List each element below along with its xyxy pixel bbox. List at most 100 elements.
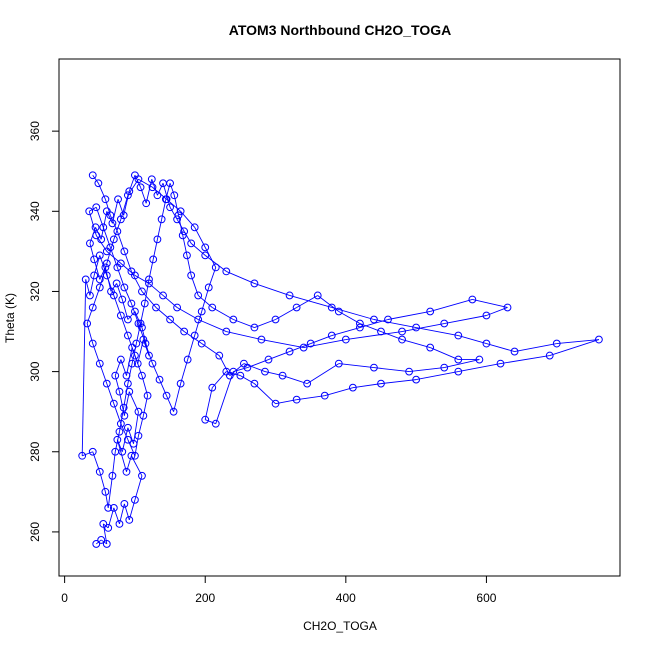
series-segment xyxy=(104,199,111,216)
series-segment xyxy=(373,319,417,328)
series-segment xyxy=(123,383,129,408)
data-point xyxy=(552,339,561,348)
data-point xyxy=(412,375,421,384)
series-segment xyxy=(187,335,196,360)
data-point xyxy=(101,263,110,272)
series-segment xyxy=(194,311,203,336)
data-point xyxy=(134,319,143,328)
data-point xyxy=(545,351,554,360)
data-point xyxy=(131,351,139,360)
data-point xyxy=(155,375,164,384)
data-point xyxy=(133,359,142,368)
data-point xyxy=(125,387,134,396)
data-point xyxy=(183,355,192,364)
series-segment xyxy=(359,319,389,328)
series-segment xyxy=(169,319,185,332)
data-point xyxy=(496,359,505,368)
series-segment xyxy=(472,299,508,308)
series-segment xyxy=(111,199,119,224)
data-point xyxy=(148,183,157,192)
x-tick-label: 400 xyxy=(336,591,356,605)
data-point xyxy=(145,351,153,360)
data-point xyxy=(440,319,449,328)
data-point xyxy=(109,503,118,512)
x-tick-label: 0 xyxy=(61,591,68,605)
series-segment xyxy=(119,407,125,432)
series-segment xyxy=(409,367,445,373)
series-segment xyxy=(458,363,501,373)
data-point xyxy=(147,175,156,184)
data-point xyxy=(123,315,132,324)
data-point xyxy=(128,359,137,368)
series-segment xyxy=(226,331,262,340)
data-point xyxy=(169,407,178,416)
data-point xyxy=(377,327,385,336)
data-point xyxy=(187,239,196,248)
data-point xyxy=(142,199,151,208)
data-point xyxy=(95,283,104,292)
data-point xyxy=(405,367,413,376)
data-point xyxy=(107,287,115,296)
x-axis: 0 200 400 600 xyxy=(61,576,497,605)
data-point xyxy=(412,323,421,332)
series-segment xyxy=(119,391,125,416)
data-point xyxy=(176,207,185,216)
data-point xyxy=(115,387,124,396)
y-axis: 260 280 300 320 340 360 xyxy=(28,121,59,542)
data-point xyxy=(475,355,484,364)
data-point xyxy=(123,379,132,388)
series-segment xyxy=(282,375,308,385)
data-point xyxy=(104,524,113,532)
data-point xyxy=(136,319,145,328)
data-point xyxy=(78,451,87,460)
data-point xyxy=(116,355,125,364)
series-segment xyxy=(205,419,216,425)
data-point xyxy=(482,339,491,348)
data-point xyxy=(114,195,122,204)
data-point xyxy=(81,275,90,284)
data-point xyxy=(86,239,94,248)
data-point xyxy=(278,371,287,380)
series-segment xyxy=(345,331,403,340)
data-point xyxy=(211,263,220,272)
series-segment xyxy=(113,507,120,525)
series-segment xyxy=(169,183,175,196)
data-point xyxy=(134,431,143,440)
series-segment xyxy=(144,279,150,304)
data-point xyxy=(127,451,136,460)
series-segment xyxy=(201,287,210,312)
series-segment xyxy=(121,427,129,452)
series-segment xyxy=(331,307,375,320)
data-point xyxy=(229,315,238,324)
series-segment xyxy=(123,391,130,416)
data-point xyxy=(178,231,187,240)
series-segment xyxy=(116,283,123,300)
y-axis-label: Theta (K) xyxy=(3,293,17,343)
series-segment xyxy=(549,339,600,357)
data-point xyxy=(292,395,301,404)
data-point xyxy=(88,303,97,312)
data-point xyxy=(129,439,138,448)
data-point xyxy=(355,319,364,328)
data-point xyxy=(88,339,97,348)
data-point xyxy=(162,391,171,400)
data-point xyxy=(261,367,269,376)
series-segment xyxy=(306,363,340,385)
series-segment xyxy=(215,371,234,424)
data-point xyxy=(139,411,148,420)
data-point xyxy=(190,223,199,232)
data-point xyxy=(454,331,463,340)
data-point xyxy=(132,339,141,348)
data-point xyxy=(113,227,122,236)
series-segment xyxy=(212,307,234,320)
data-point xyxy=(148,359,157,368)
data-point xyxy=(95,251,104,260)
data-point xyxy=(173,303,182,312)
data-point xyxy=(123,331,132,340)
data-point xyxy=(90,255,99,264)
data-point xyxy=(595,335,603,344)
data-point xyxy=(348,383,357,392)
data-point xyxy=(86,291,94,300)
data-point xyxy=(159,291,167,300)
data-point xyxy=(113,263,122,272)
